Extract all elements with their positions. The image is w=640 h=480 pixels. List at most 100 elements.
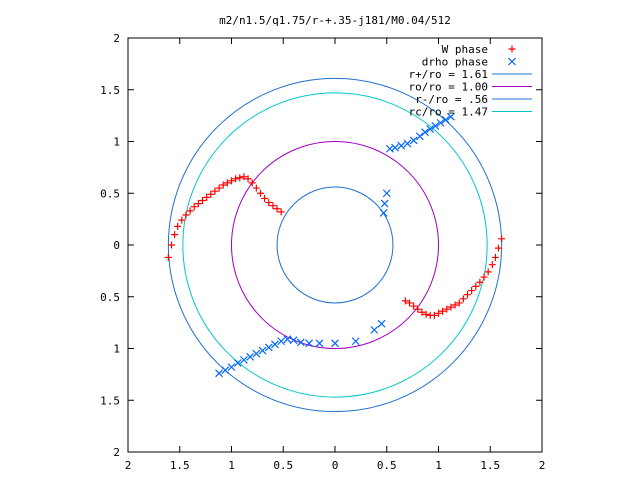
x-tick-label: 2 xyxy=(125,459,132,472)
data-point xyxy=(296,338,305,347)
data-point xyxy=(174,222,182,230)
reference-circle xyxy=(182,92,488,398)
data-point xyxy=(164,253,172,261)
y-tick-label: 1 xyxy=(113,343,120,356)
data-point xyxy=(199,196,207,204)
data-point xyxy=(171,231,179,239)
legend-label: W phase xyxy=(442,43,488,56)
data-point xyxy=(273,205,281,213)
data-point xyxy=(451,301,459,309)
data-point xyxy=(305,339,314,348)
data-point xyxy=(382,189,391,198)
data-point xyxy=(277,208,285,216)
data-point xyxy=(178,216,186,224)
data-point xyxy=(227,363,236,372)
data-point xyxy=(414,305,422,313)
data-point xyxy=(472,282,480,290)
data-point xyxy=(265,199,273,207)
data-point xyxy=(443,305,451,313)
data-point xyxy=(264,343,273,352)
data-point xyxy=(491,253,499,261)
data-point xyxy=(203,193,211,201)
x-tick-label: 1 xyxy=(228,459,235,472)
data-point xyxy=(232,175,240,183)
y-tick-label: 0.5 xyxy=(100,187,120,200)
data-point xyxy=(426,311,434,319)
data-point xyxy=(194,200,202,208)
x-tick-label: 1.5 xyxy=(480,459,500,472)
legend-label: r-/ro = .56 xyxy=(415,93,488,106)
data-point xyxy=(190,203,198,211)
legend-marker-swatch xyxy=(508,45,516,53)
data-point xyxy=(484,268,492,276)
data-point xyxy=(385,144,394,153)
data-point xyxy=(228,177,235,185)
reference-circle xyxy=(276,186,394,304)
data-point xyxy=(447,303,455,311)
data-point xyxy=(441,115,450,124)
legend-label: drho phase xyxy=(422,56,488,69)
x-tick-label: 0.5 xyxy=(377,459,397,472)
y-tick-label: 1.5 xyxy=(100,394,120,407)
data-point xyxy=(476,278,484,286)
data-point xyxy=(468,287,476,295)
data-point xyxy=(283,335,292,344)
chart-title: m2/n1.5/q1.75/r-+.35-j181/M0.04/512 xyxy=(219,14,451,27)
data-point xyxy=(289,336,298,345)
data-point xyxy=(431,122,440,130)
data-point xyxy=(351,337,360,346)
data-point xyxy=(418,308,426,316)
data-point xyxy=(380,199,389,208)
data-point xyxy=(426,125,435,134)
data-point xyxy=(498,235,506,243)
data-point xyxy=(277,337,286,346)
data-point xyxy=(215,369,224,378)
data-point xyxy=(488,261,496,269)
data-point xyxy=(370,325,379,334)
data-point xyxy=(215,184,223,192)
data-point xyxy=(239,355,248,364)
data-point xyxy=(258,346,267,355)
data-point xyxy=(379,208,388,217)
data-point xyxy=(439,307,447,315)
x-tick-label: 1 xyxy=(435,459,442,472)
data-point xyxy=(248,179,256,187)
data-point xyxy=(269,202,277,210)
x-tick-label: 0 xyxy=(332,459,339,472)
data-point xyxy=(409,136,418,145)
data-point xyxy=(436,118,445,127)
data-point xyxy=(261,194,269,202)
data-point xyxy=(403,139,412,148)
data-point xyxy=(397,141,406,150)
axis-ticks: 2 1.5 1 0.5 0 0.5 1 1.5 221.510.500.511.52 xyxy=(100,32,545,472)
data-points xyxy=(164,112,506,378)
y-tick-label: 2 xyxy=(113,32,120,45)
data-point xyxy=(246,352,255,361)
data-point xyxy=(435,309,442,317)
x-tick-label: 0.5 xyxy=(273,459,293,472)
x-tick-label: 1.5 xyxy=(170,459,190,472)
reference-circle xyxy=(231,141,439,349)
data-point xyxy=(219,181,227,189)
data-point xyxy=(480,273,488,281)
data-point xyxy=(186,207,194,215)
data-point xyxy=(401,297,409,305)
data-point xyxy=(182,211,190,219)
x-tick-label: 2 xyxy=(539,459,546,472)
data-point xyxy=(495,244,503,252)
data-point xyxy=(244,175,252,183)
data-point xyxy=(256,189,264,197)
data-point xyxy=(455,299,463,307)
legend-label: ro/ro = 1.00 xyxy=(409,81,488,94)
legend-label: r+/ro = 1.61 xyxy=(409,68,488,81)
data-point xyxy=(221,366,230,375)
data-point xyxy=(240,173,248,181)
data-point xyxy=(315,339,324,348)
data-point xyxy=(252,349,261,358)
data-point xyxy=(207,190,215,198)
data-point xyxy=(233,359,242,367)
data-point xyxy=(236,174,244,182)
data-point xyxy=(415,132,424,141)
data-point xyxy=(406,299,414,307)
data-point xyxy=(463,291,471,299)
